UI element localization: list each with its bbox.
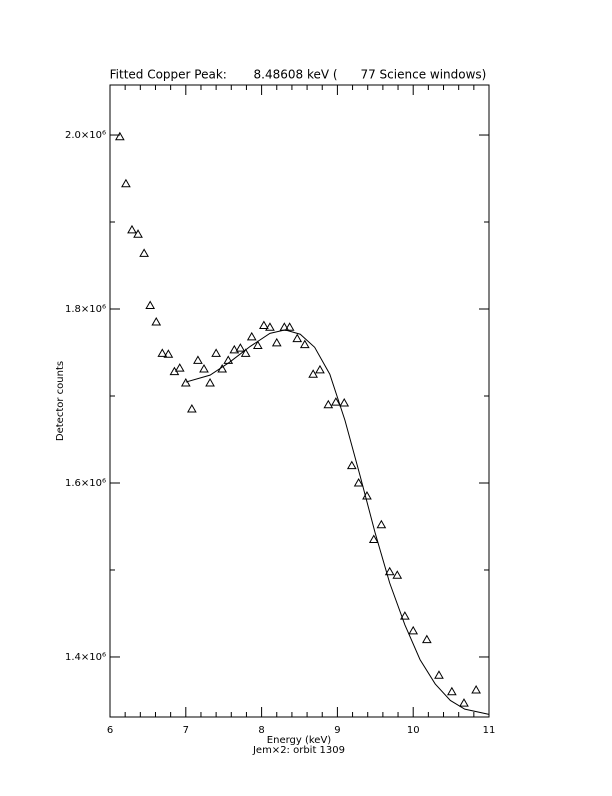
data-point: [174, 363, 185, 372]
data-point: [353, 477, 364, 487]
data-point: [259, 320, 269, 330]
chart-title: Fitted Copper Peak: 8.48608 keV ( 77 Sci…: [110, 68, 487, 82]
data-point: [392, 570, 403, 579]
x-axis-label: Energy (keV): [267, 735, 332, 746]
data-point: [384, 566, 395, 576]
data-point: [145, 300, 156, 310]
x-tick-label: 10: [407, 725, 420, 736]
data-point: [121, 178, 131, 188]
data-point: [346, 460, 357, 470]
data-point: [331, 397, 341, 406]
data-point: [271, 337, 282, 347]
data-point: [157, 348, 168, 357]
data-point: [211, 348, 221, 357]
data-point: [459, 698, 469, 707]
data-point: [163, 349, 174, 358]
data-point: [446, 686, 457, 696]
data-point: [205, 377, 215, 387]
x-tick-label: 11: [483, 725, 496, 736]
y-tick-label: 2.0×10⁶: [65, 130, 106, 141]
data-point: [114, 131, 125, 141]
data-point: [339, 397, 350, 407]
data-point: [434, 670, 444, 679]
data-point: [246, 331, 257, 341]
data-point: [376, 519, 387, 529]
fit-line: [185, 329, 490, 715]
data-point: [187, 404, 197, 413]
data-point: [315, 364, 325, 374]
data-point: [180, 377, 191, 387]
x-tick-label: 7: [183, 725, 189, 736]
y-tick-label: 1.8×10⁶: [65, 304, 106, 315]
data-point: [400, 611, 410, 620]
data-point: [240, 348, 251, 357]
plot-frame: [109, 84, 490, 718]
x-tick-label: 8: [258, 725, 264, 736]
data-point: [252, 340, 263, 350]
data-point: [284, 322, 295, 331]
subtitle: Jem×2: orbit 1309: [252, 745, 345, 756]
x-tick-label: 9: [334, 725, 340, 736]
data-point: [199, 364, 209, 373]
data-point: [265, 322, 275, 331]
data-point: [127, 224, 137, 234]
data-point: [133, 229, 143, 238]
data-point: [235, 343, 246, 352]
data-point: [368, 534, 379, 544]
data-point: [308, 369, 319, 378]
y-tick-label: 1.6×10⁶: [65, 478, 106, 489]
data-point: [193, 355, 203, 364]
data-point: [229, 344, 240, 354]
y-axis-label: Detector counts: [55, 361, 66, 441]
data-point: [299, 339, 310, 349]
data-point: [471, 685, 481, 694]
data-point: [139, 248, 149, 257]
x-tick-label: 6: [107, 725, 113, 736]
data-point: [292, 333, 303, 343]
data-point: [151, 317, 162, 326]
y-tick-label: 1.4×10⁶: [65, 652, 106, 663]
data-point: [421, 634, 432, 644]
data-point: [408, 625, 419, 635]
data-point: [323, 399, 334, 409]
